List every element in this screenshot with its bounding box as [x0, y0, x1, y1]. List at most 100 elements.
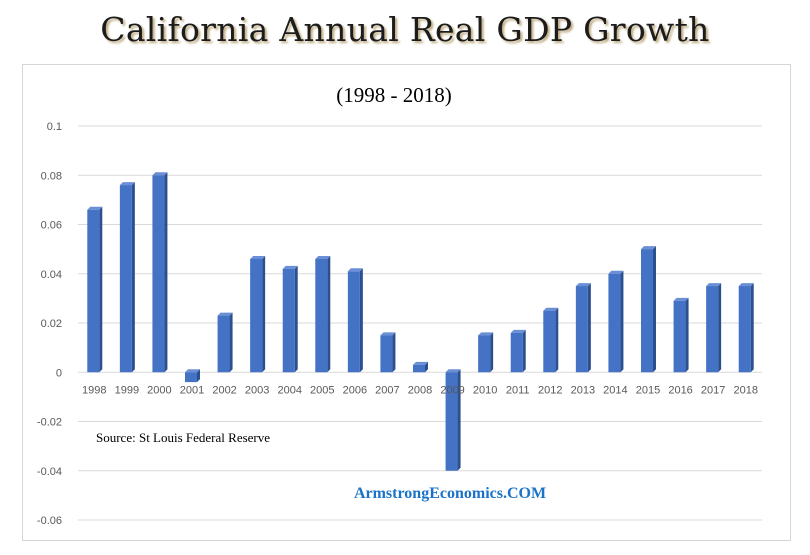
- y-tick-label: -0.04: [37, 466, 62, 478]
- y-tick-label: -0.02: [37, 417, 62, 429]
- gridlines: [78, 125, 762, 521]
- bar-front: [347, 271, 360, 373]
- bar-front: [87, 209, 100, 373]
- x-tick-label: 2006: [343, 384, 367, 396]
- bar-front: [152, 175, 165, 373]
- x-tick-label: 2004: [277, 384, 301, 396]
- bar-front: [250, 258, 263, 373]
- x-tick-label: 1999: [115, 384, 139, 396]
- axis-labels: 0.1 0.08 0.06 0.04 0.02 0 -0.02 -0.04 -0.06 1998 1…: [37, 121, 758, 527]
- bar: [608, 270, 624, 373]
- x-tick-label: 2003: [245, 384, 269, 396]
- bar: [380, 332, 396, 373]
- x-tick-label: 1998: [82, 384, 106, 396]
- bar-side: [197, 369, 200, 383]
- bar: [347, 268, 363, 373]
- bars: [87, 172, 754, 471]
- bar: [575, 283, 591, 373]
- bar-front: [673, 300, 686, 373]
- x-tick-label: 2012: [538, 384, 562, 396]
- bar-side: [555, 307, 559, 373]
- bar-top: [445, 369, 461, 373]
- bar-top: [641, 246, 656, 250]
- bar-top: [185, 369, 200, 373]
- bar-side: [294, 265, 298, 373]
- chart-title: California Annual Real GDP Growth: [100, 10, 710, 49]
- bar-side: [392, 332, 396, 373]
- bar-front: [282, 268, 295, 373]
- x-tick-label: 2007: [375, 384, 399, 396]
- bar-side: [653, 246, 656, 373]
- y-tick-label: 0: [56, 367, 62, 379]
- bar-side: [131, 182, 135, 373]
- bar-side: [425, 361, 428, 373]
- bar-front: [185, 372, 197, 383]
- bar: [673, 297, 689, 373]
- source-annotation: Source: St Louis Federal Reserve: [96, 430, 270, 445]
- bar-side: [164, 172, 168, 373]
- bar-top: [738, 283, 754, 287]
- x-tick-label: 2008: [408, 384, 432, 396]
- y-tick-label: 0.08: [41, 170, 62, 182]
- bar-front: [641, 249, 653, 373]
- x-tick-label: 2018: [733, 384, 757, 396]
- bar: [152, 172, 168, 373]
- bar-top: [478, 332, 494, 336]
- bar-front: [706, 286, 719, 373]
- bar-side: [718, 283, 722, 373]
- bar-top: [119, 182, 135, 186]
- bar-side: [229, 312, 233, 373]
- bar: [87, 206, 103, 373]
- bar-top: [87, 206, 103, 210]
- bar-front: [413, 364, 425, 373]
- x-tick-label: 2002: [212, 384, 236, 396]
- x-tick-label: 2015: [636, 384, 660, 396]
- bar-top: [543, 307, 559, 311]
- bar-top: [673, 297, 689, 301]
- bar-top: [575, 283, 591, 287]
- x-tick-label: 2016: [668, 384, 692, 396]
- bar-side: [587, 283, 591, 373]
- bar-top: [152, 172, 168, 176]
- x-tick-label: 2010: [473, 384, 497, 396]
- bar: [250, 255, 266, 373]
- y-tick-label: 0.06: [41, 220, 62, 232]
- bar-top: [315, 255, 331, 259]
- bar-side: [685, 297, 689, 373]
- bar-front: [217, 315, 230, 373]
- x-tick-label: 2005: [310, 384, 334, 396]
- x-tick-label: 2009: [440, 384, 464, 396]
- x-tick-label: 2000: [147, 384, 171, 396]
- bar-top: [217, 312, 233, 316]
- bar: [543, 307, 559, 373]
- bar: [445, 369, 461, 471]
- bar-side: [620, 270, 624, 373]
- bar-top: [413, 361, 428, 365]
- x-tick-label: 2014: [603, 384, 627, 396]
- bar: [706, 283, 722, 373]
- x-tick-label: 2017: [701, 384, 725, 396]
- bar-front: [575, 286, 588, 373]
- bar-top: [510, 329, 526, 333]
- bar-front: [445, 372, 458, 471]
- bar: [413, 361, 428, 373]
- bar-side: [457, 369, 461, 471]
- y-tick-label: 0.1: [47, 121, 62, 133]
- bar-side: [750, 283, 754, 373]
- x-tick-label: 2001: [180, 384, 204, 396]
- bar-front: [119, 185, 132, 373]
- bar-top: [608, 270, 624, 274]
- bar: [510, 329, 526, 373]
- bar: [478, 332, 494, 373]
- bar-top: [347, 268, 363, 272]
- bar-top: [282, 265, 298, 269]
- bar-front: [478, 335, 491, 373]
- bar-side: [262, 255, 266, 373]
- bar-front: [738, 286, 751, 373]
- bar: [185, 369, 200, 383]
- watermark-text: ArmstrongEconomics.COM: [354, 485, 546, 502]
- x-tick-label: 2013: [571, 384, 595, 396]
- bar-side: [327, 255, 331, 373]
- bar-side: [490, 332, 494, 373]
